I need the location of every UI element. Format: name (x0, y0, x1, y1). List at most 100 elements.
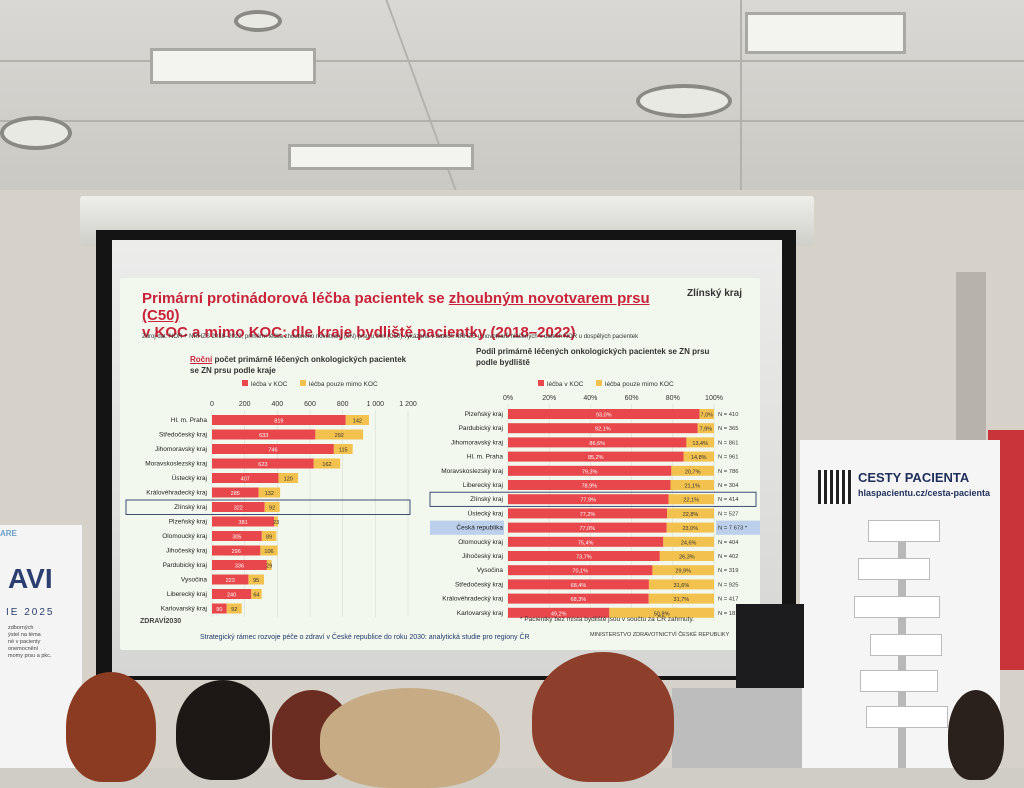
bar-segment (261, 531, 277, 541)
data-label: 14,8% (691, 455, 707, 461)
x-tick-label: 100% (705, 395, 723, 402)
ceiling-vent (745, 12, 906, 54)
n-label: N = 925 (718, 582, 738, 588)
data-label: 79,3% (582, 469, 598, 475)
qr-code (818, 470, 852, 504)
n-label: N = 319 (718, 568, 738, 574)
bar-segment (212, 589, 252, 599)
signpost-arrow (854, 596, 940, 618)
data-label: 78,9% (581, 484, 597, 490)
bar-segment (508, 409, 700, 419)
legend-swatch (300, 380, 306, 386)
data-label: 296 (232, 549, 241, 555)
left-chart: léčba v KOC léčba pouze mimo KOC 0 200 400 60… (125, 380, 417, 617)
category-label: Olomoucký kraj (458, 539, 503, 546)
category-label: Ústecký kraj (172, 473, 207, 482)
bar-segment (508, 423, 698, 434)
left-banner-year: IE 2025 (6, 607, 55, 618)
slide-footer: Strategický rámec rozvoje péče o zdraví … (200, 634, 530, 641)
data-label: 336 (235, 564, 244, 570)
bar-segment (659, 551, 714, 561)
data-label: 23 (273, 520, 279, 526)
bar-segment (508, 480, 671, 490)
legend-label: léčba v KOC (251, 381, 288, 388)
data-label: 64 (253, 593, 259, 599)
data-label: 93,0% (596, 413, 612, 419)
x-tick-label: 20% (542, 395, 556, 402)
bar-segment (212, 415, 346, 425)
data-label: 240 (227, 593, 236, 599)
data-label: 7,9% (700, 427, 713, 433)
bar-segment (212, 429, 316, 440)
category-label: Jihočeský kraj (462, 553, 503, 560)
data-label: 92 (231, 607, 237, 613)
n-label: N = 365 (718, 426, 738, 432)
data-label: 49,2% (551, 611, 567, 617)
round-vent (636, 84, 732, 118)
category-label: Olomoucký kraj (162, 533, 207, 540)
slide-title-part-2: v KOC a mimo KOC: dle kraje bydliště pac… (142, 324, 576, 341)
data-label: 31,6% (674, 583, 690, 589)
bar-segment (260, 545, 278, 556)
data-label: 70,1% (572, 569, 588, 575)
bar-segment (508, 522, 667, 533)
left-banner-top-text: ARE (0, 529, 17, 538)
legend-swatch (242, 380, 248, 386)
bar-segment (508, 508, 668, 519)
left-banner-brand: AVI (8, 563, 53, 594)
data-label: 292 (335, 433, 344, 439)
n-label: N = 304 (718, 483, 739, 489)
data-label: 322 (234, 506, 243, 512)
ceiling-grid-line (0, 120, 1024, 122)
bar-segment (508, 593, 649, 604)
audience-head (320, 688, 500, 788)
data-label: 132 (265, 491, 274, 497)
category-label: Hl. m. Praha (467, 454, 504, 461)
n-label: N = 402 (718, 554, 738, 560)
bar-segment (266, 560, 272, 570)
data-label: 22,8% (683, 512, 699, 518)
category-label: Středočeský kraj (455, 581, 503, 588)
bar-segment (226, 603, 242, 614)
bar-segment (663, 536, 714, 547)
legend-swatch (596, 380, 602, 386)
n-label: N = 961 (718, 455, 738, 461)
x-tick-label: 400 (271, 401, 283, 408)
slide-title: Primární protinádorová léčba pacientek s… (142, 290, 662, 341)
bar-segment (652, 565, 714, 576)
x-tick-label: 1 200 (399, 401, 417, 408)
data-label: 21,1% (684, 484, 700, 490)
left-chart-title-underlined: Roční (190, 355, 213, 364)
bar-segment (683, 451, 714, 462)
data-label: 89 (266, 535, 272, 541)
highlight-fill (430, 520, 504, 535)
n-label: N = 417 (718, 597, 738, 603)
data-label: 75,4% (578, 540, 594, 546)
data-label: 95 (253, 578, 259, 584)
bar-segment (212, 545, 261, 556)
bar-segment (212, 487, 259, 498)
n-label: N = 414 (718, 497, 739, 503)
x-tick-label: 60% (625, 395, 639, 402)
audience-head (176, 680, 270, 780)
bar-segment (508, 579, 649, 590)
bar-segment (508, 565, 653, 576)
bar-segment (697, 423, 714, 434)
bar-segment (212, 458, 314, 469)
bar-segment (212, 444, 334, 454)
data-label: 746 (268, 448, 277, 454)
data-label: 68,3% (571, 597, 587, 603)
round-vent (0, 116, 72, 150)
data-label: 819 (274, 419, 283, 425)
n-label: N = 410 (718, 412, 738, 418)
bar-segment (508, 494, 669, 505)
data-label: 29,9% (675, 569, 691, 575)
zlinsky-kraj-logo: Zlínský kraj (686, 288, 742, 299)
bar-segment (212, 516, 275, 527)
data-label: 77,2% (580, 512, 596, 518)
data-label: 142 (353, 419, 362, 425)
desk (672, 688, 802, 768)
bar-segment (668, 494, 714, 505)
x-tick-label: 0 (210, 401, 214, 408)
bar-segment (508, 437, 687, 448)
